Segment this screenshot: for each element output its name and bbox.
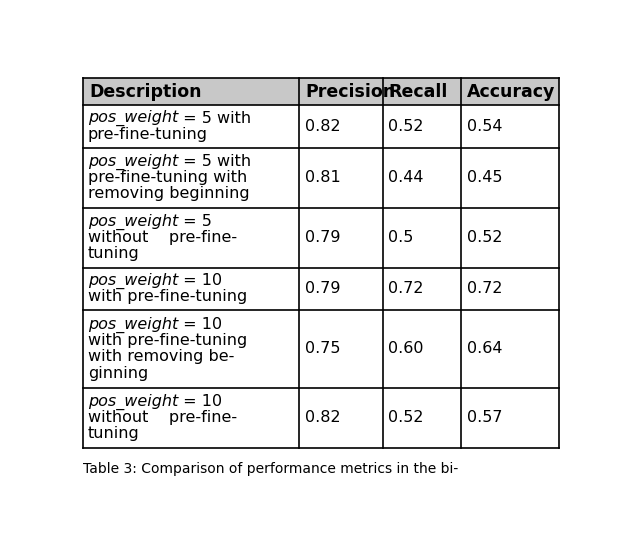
Text: Table 3: Comparison of performance metrics in the bi-: Table 3: Comparison of performance metri… [83,463,458,476]
Text: 0.75: 0.75 [305,341,341,356]
Text: 0.45: 0.45 [467,170,503,185]
Text: 0.5: 0.5 [389,230,414,245]
Text: = 10: = 10 [178,273,222,288]
Text: without    pre-fine-: without pre-fine- [88,230,237,245]
Bar [382,78,461,105]
Text: = 5 with: = 5 with [178,154,251,169]
Text: pos_weight: pos_weight [88,153,178,170]
Text: tuning: tuning [88,246,140,261]
Text: pos_weight: pos_weight [88,317,178,333]
Text: 0.72: 0.72 [467,281,503,296]
Text: = 10: = 10 [178,394,222,409]
Text: 0.52: 0.52 [389,410,424,425]
Text: 0.57: 0.57 [467,410,503,425]
Bar [461,78,558,105]
Text: 0.79: 0.79 [305,281,341,296]
Text: 0.52: 0.52 [389,119,424,134]
Text: = 5: = 5 [178,214,212,229]
Text: 0.54: 0.54 [467,119,503,134]
Text: pos_weight: pos_weight [88,110,178,127]
Text: 0.52: 0.52 [467,230,503,245]
Text: pre-fine-tuning: pre-fine-tuning [88,127,208,142]
Bar [299,78,382,105]
Text: 0.82: 0.82 [305,119,341,134]
Text: = 10: = 10 [178,317,222,332]
Text: 0.81: 0.81 [305,170,341,185]
Text: 0.64: 0.64 [467,341,503,356]
Text: 0.72: 0.72 [389,281,424,296]
Text: Accuracy: Accuracy [467,83,555,101]
Text: removing beginning: removing beginning [88,186,250,201]
Text: tuning: tuning [88,426,140,441]
Text: 0.82: 0.82 [305,410,341,425]
Bar [83,78,299,105]
Text: = 5 with: = 5 with [178,111,251,126]
Text: with pre-fine-tuning: with pre-fine-tuning [88,289,247,305]
Text: pos_weight: pos_weight [88,393,178,409]
Text: with pre-fine-tuning: with pre-fine-tuning [88,333,247,349]
Text: with removing be-: with removing be- [88,350,234,364]
Text: Precision: Precision [305,83,396,101]
Text: Recall: Recall [389,83,448,101]
Text: 0.44: 0.44 [389,170,424,185]
Text: pre-fine-tuning with: pre-fine-tuning with [88,170,247,185]
Text: without    pre-fine-: without pre-fine- [88,410,237,425]
Text: pos_weight: pos_weight [88,273,178,289]
Text: 0.60: 0.60 [389,341,424,356]
Text: ginning: ginning [88,366,148,380]
Text: 0.79: 0.79 [305,230,341,245]
Text: Description: Description [89,83,202,101]
Text: pos_weight: pos_weight [88,213,178,230]
